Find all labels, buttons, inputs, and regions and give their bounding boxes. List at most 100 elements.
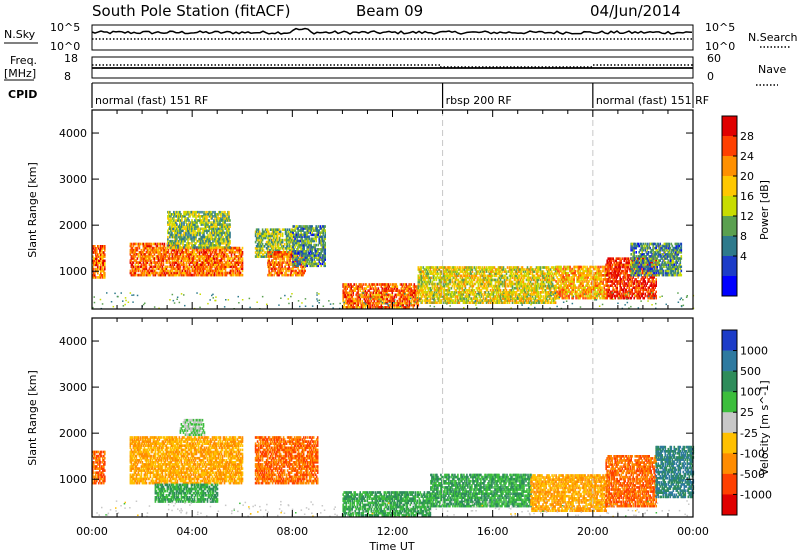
heatmap-cell [184,269,187,273]
heatmap-cell [196,267,199,271]
heatmap-cell [157,257,160,260]
heatmap-cell [283,242,286,246]
heatmap-cell [215,261,218,264]
heatmap-cell [235,259,238,262]
heatmap-cell [159,271,162,275]
heatmap-cell [199,237,201,241]
heatmap-cell [185,253,188,256]
heatmap-cell [166,271,169,275]
heatmap-cell [192,221,194,224]
heatmap-cell [204,273,207,277]
heatmap-cell [213,219,215,222]
heatmap-cell [202,269,205,273]
heatmap-cell [145,271,148,275]
heatmap-cell [209,263,212,266]
heatmap-cell [94,271,96,275]
heatmap-cell [235,248,238,252]
heatmap-cell [195,210,197,214]
heatmap-cell [231,251,234,254]
heatmap-cell [176,231,178,235]
heatmap-cell [213,244,215,247]
heatmap-cell [205,223,207,226]
heatmap-cell [190,231,192,235]
heatmap-cell [196,255,199,258]
heatmap-cell [174,253,177,256]
heatmap-cell [190,221,192,224]
heatmap-cell [96,251,98,254]
heatmap-cell [238,246,241,250]
heatmap-cell [100,251,102,254]
heatmap-cell [169,221,171,224]
heatmap-cell [130,263,133,266]
heatmap-cell [223,213,225,216]
heatmap-cell [92,276,94,279]
heatmap-cell [201,269,204,273]
heatmap-cell [193,227,195,231]
heatmap-cell [99,274,101,277]
heatmap-cell [213,251,216,254]
heatmap-cell [180,225,182,228]
heatmap-cell [203,219,205,222]
heatmap-cell [158,261,161,264]
heatmap-cell [175,210,177,214]
heatmap-cell [95,263,97,267]
heatmap-cell [102,263,104,267]
heatmap-cell [144,265,147,269]
heatmap-cell [221,255,224,258]
heatmap-cell [159,269,162,273]
heatmap-cell [196,271,199,275]
heatmap-cell [190,253,193,256]
heatmap-cell [187,229,189,233]
heatmap-cell [173,235,175,239]
heatmap-cell [181,273,184,277]
heatmap-cell [238,253,241,256]
heatmap-cell [205,215,207,218]
heatmap-cell [241,246,244,250]
heatmap-cell [161,265,164,269]
heatmap-cell [212,225,214,228]
heatmap-cell [215,219,217,222]
heatmap-cell [192,215,194,218]
heatmap-cell [216,255,219,258]
heatmap-cell [238,257,241,260]
heatmap-cell [225,242,227,245]
heatmap-cell [202,246,204,249]
heatmap-cell [200,221,202,224]
heatmap-cell [211,273,214,277]
heatmap-cell [129,261,132,264]
heatmap-cell [220,235,222,239]
heatmap-cell [139,253,142,256]
heatmap-cell [475,266,478,269]
heatmap-cell [210,223,212,226]
heatmap-cell [178,263,181,266]
heatmap-cell [176,267,179,271]
heatmap-cell [177,215,179,218]
heatmap-cell [92,261,94,265]
heatmap-cell [170,213,172,216]
heatmap-cell [236,251,239,254]
heatmap-cell [176,227,178,231]
heatmap-cell [132,244,135,248]
heatmap-cell [225,248,228,252]
heatmap-cell [207,251,210,254]
heatmap-cell [143,273,146,277]
heatmap-cell [194,271,197,275]
heatmap-cell [183,221,185,224]
heatmap-cell [212,237,214,241]
heatmap-cell [176,253,179,256]
heatmap-cell [207,237,209,241]
heatmap-cell [172,257,175,260]
heatmap-cell [167,239,169,243]
heatmap-cell [191,225,193,228]
heatmap-cell [176,263,179,266]
heatmap-cell [144,259,147,262]
heatmap-cell [192,267,195,271]
heatmap-cell [190,257,193,260]
heatmap-cell [216,229,218,233]
heatmap-cell [225,246,228,250]
heatmap-cell [174,255,177,258]
heatmap-cell [195,263,198,266]
heatmap-cell [189,213,191,216]
heatmap-cell [160,267,163,271]
heatmap-cell [227,255,230,258]
